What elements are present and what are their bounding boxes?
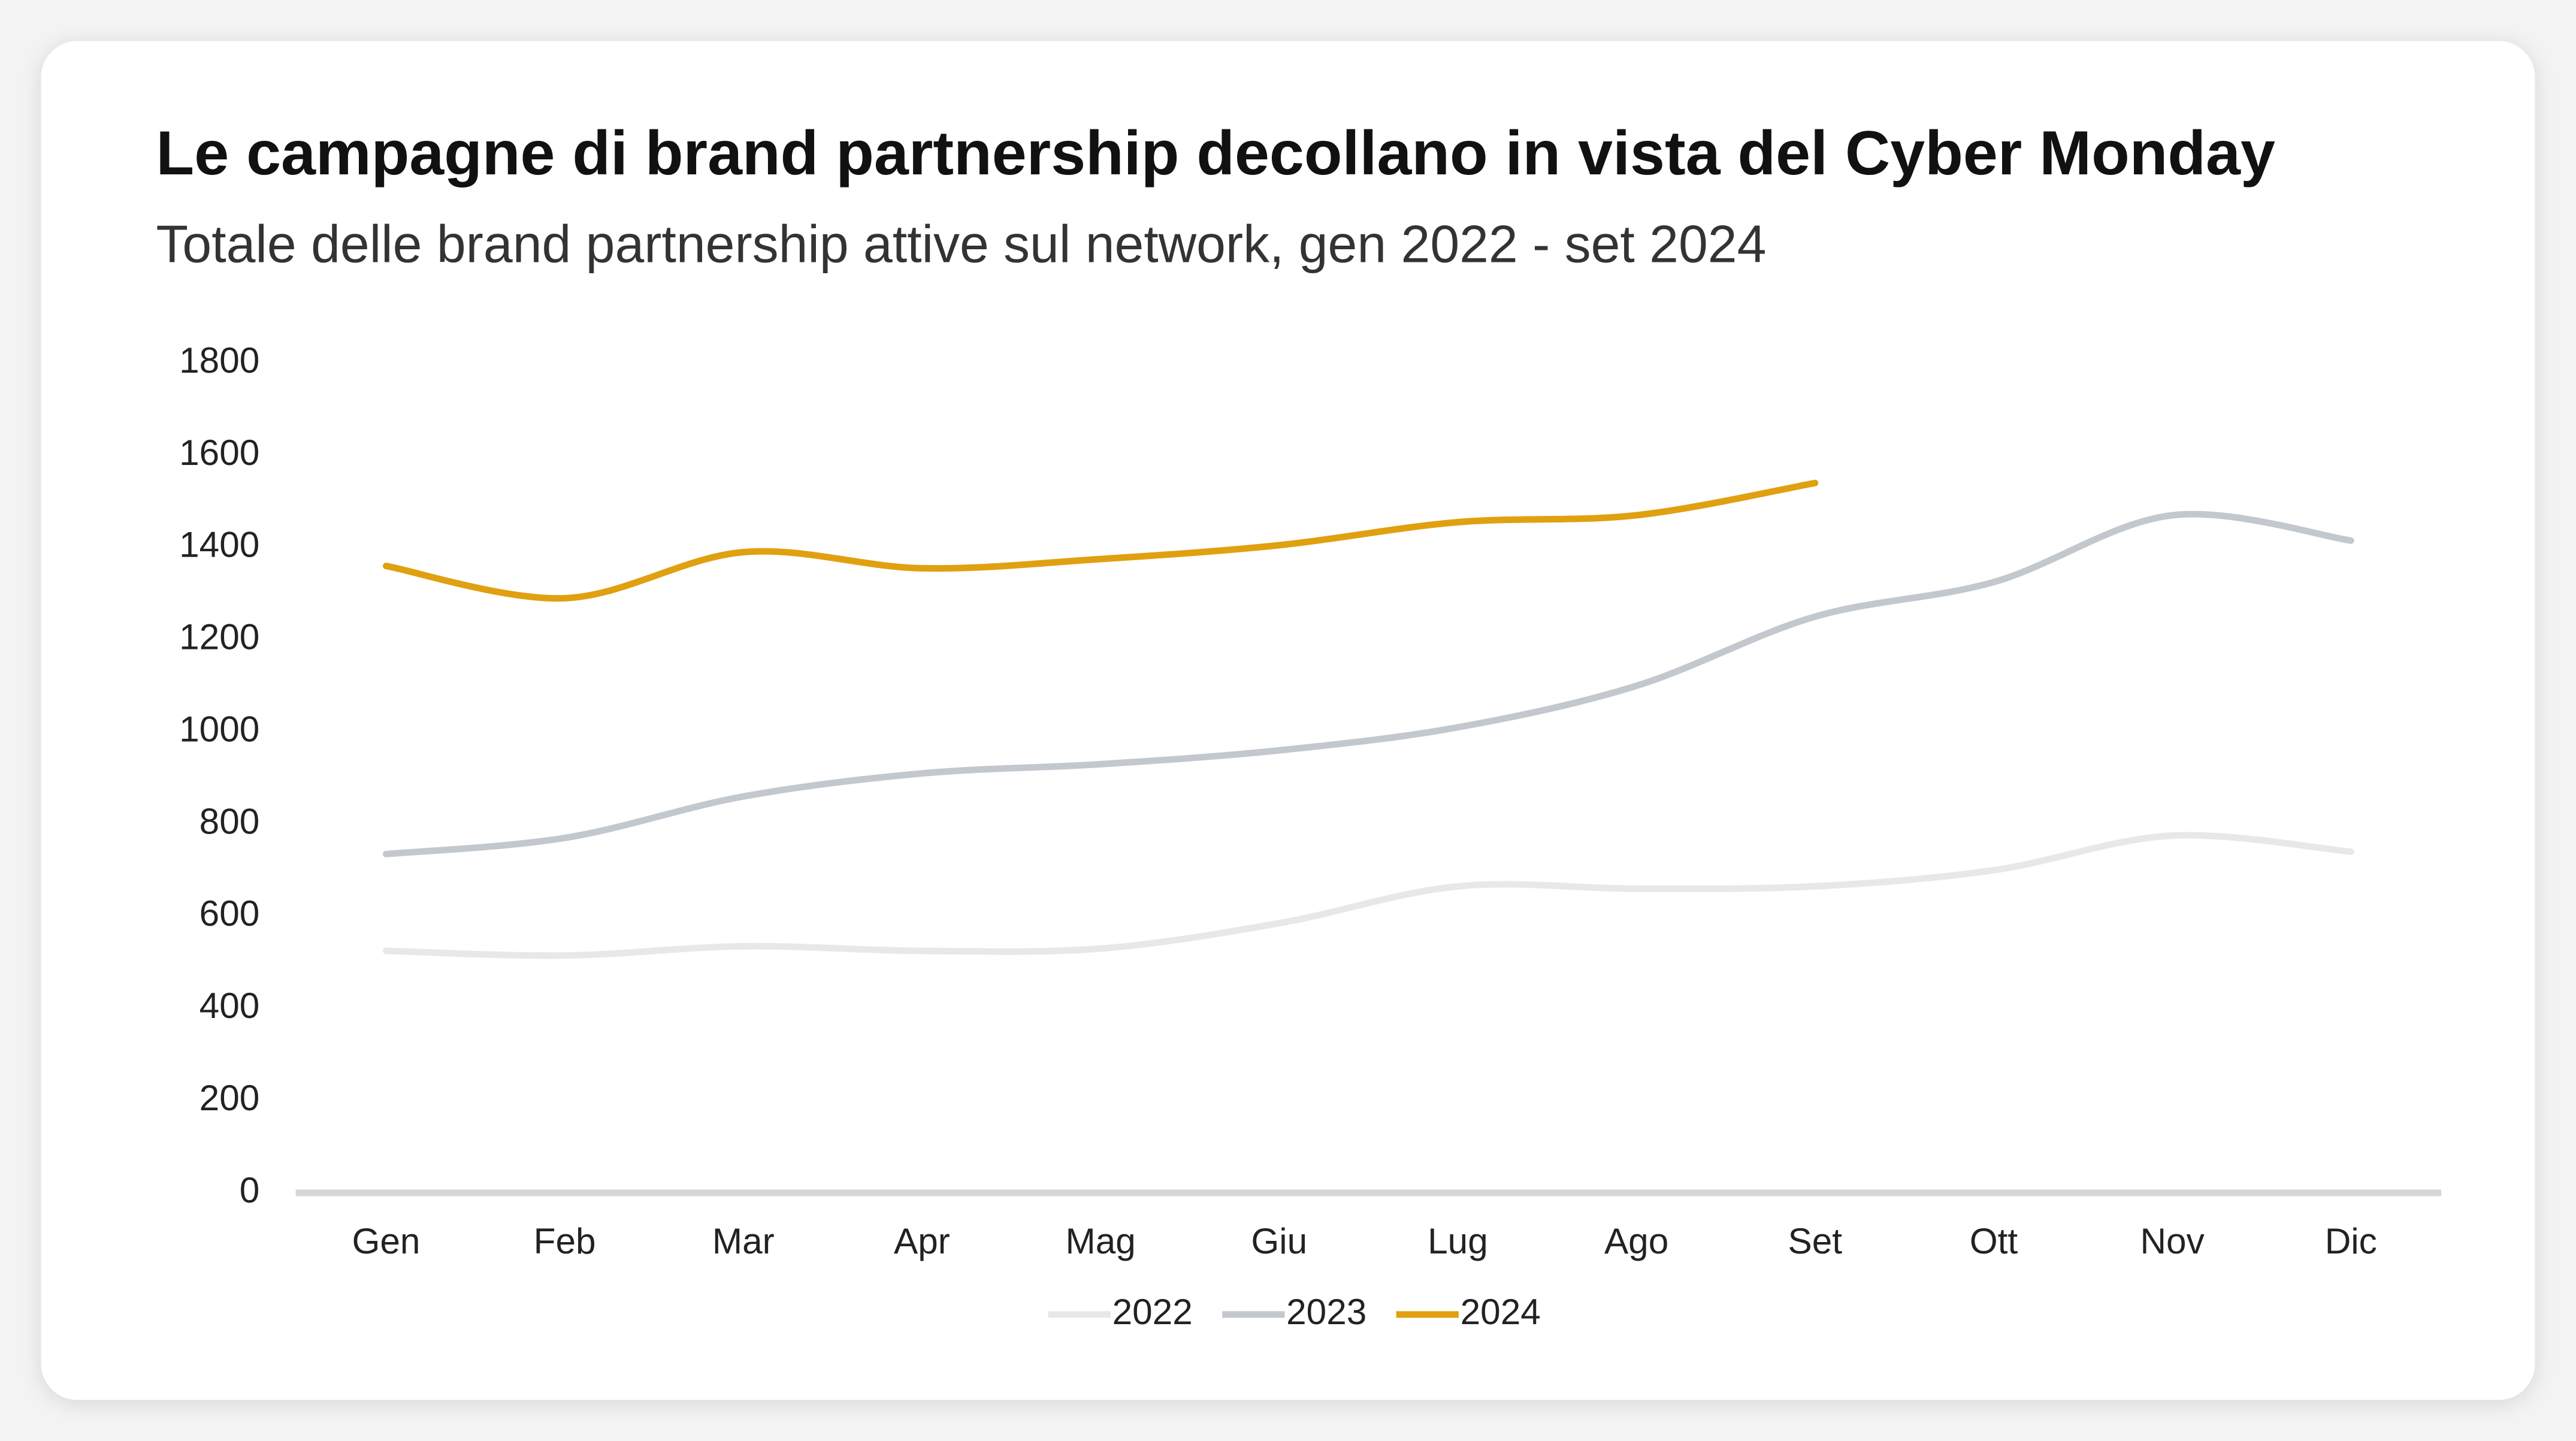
x-tick-label: Apr: [894, 1221, 950, 1261]
y-tick-label: 1200: [179, 617, 259, 657]
series-line: [382, 510, 2354, 857]
x-tick-label: Gen: [352, 1221, 420, 1261]
x-tick-label: Giu: [1251, 1221, 1307, 1261]
legend-label: 2022: [1112, 1291, 1193, 1332]
legend-label: 2024: [1461, 1291, 1541, 1332]
x-tick-label: Nov: [2140, 1221, 2204, 1261]
y-tick-label: 1400: [179, 524, 259, 565]
x-tick-label: Set: [1788, 1221, 1842, 1261]
card: [41, 41, 2535, 1400]
series-line: [382, 479, 1819, 602]
x-tick-label: Ago: [1604, 1221, 1668, 1261]
x-tick-label: Ott: [1970, 1221, 2018, 1261]
x-tick-label: Mar: [712, 1221, 775, 1261]
series-line: [382, 832, 2354, 959]
x-tick-label: Feb: [534, 1221, 596, 1261]
y-tick-label: 200: [199, 1077, 260, 1118]
y-tick-label: 0: [240, 1170, 260, 1210]
x-tick-label: Lug: [1428, 1221, 1488, 1261]
legend-label: 2023: [1286, 1291, 1366, 1332]
y-tick-label: 1800: [179, 340, 259, 380]
x-tick-label: Dic: [2325, 1221, 2377, 1261]
chart-subtitle: Totale delle brand partnership attive su…: [156, 215, 1767, 273]
y-tick-label: 800: [199, 800, 260, 841]
chart-title: Le campagne di brand partnership decolla…: [156, 119, 2275, 188]
y-tick-label: 1000: [179, 708, 259, 749]
y-tick-label: 600: [199, 893, 260, 934]
y-tick-label: 400: [199, 985, 260, 1026]
y-tick-label: 1600: [179, 432, 259, 473]
x-tick-label: Mag: [1065, 1221, 1135, 1261]
